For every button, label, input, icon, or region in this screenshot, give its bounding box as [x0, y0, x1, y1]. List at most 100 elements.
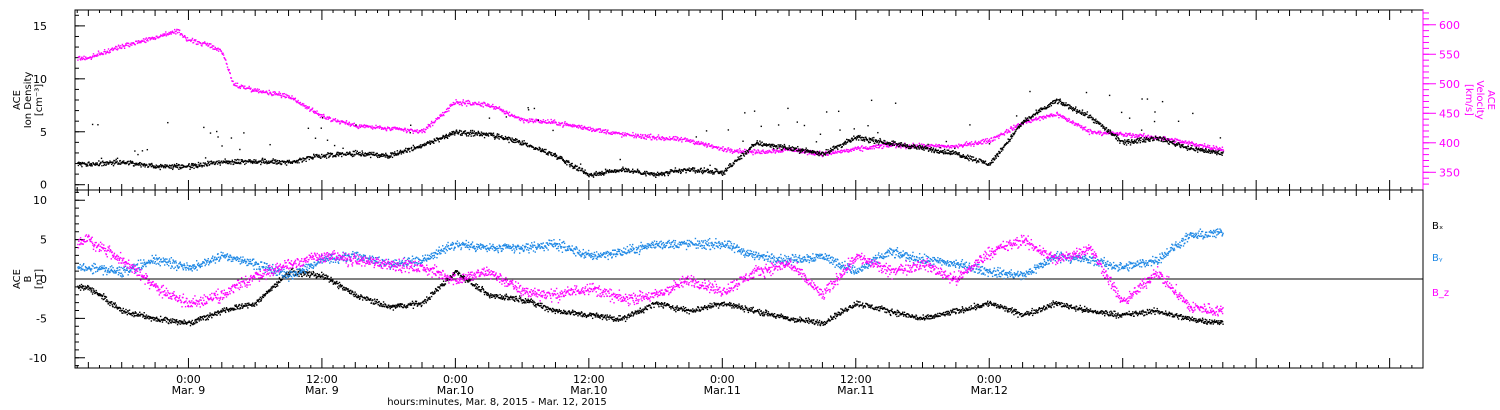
data-point-density	[779, 145, 782, 148]
data-point-velocity	[935, 143, 937, 146]
data-point-density	[781, 146, 783, 148]
data-point-density	[179, 167, 182, 170]
data-point-velocity	[774, 152, 776, 154]
data-point-velocity	[1052, 115, 1054, 118]
data-point-density	[168, 166, 170, 169]
data-point-velocity	[151, 38, 153, 40]
data-point-density	[1122, 140, 1124, 142]
data-point-density	[951, 153, 954, 155]
data-point-velocity	[722, 150, 725, 153]
data-point-velocity	[592, 127, 594, 130]
data-point-density	[264, 158, 266, 161]
data-point-velocity	[211, 46, 213, 49]
data-point-density	[412, 149, 414, 152]
data-point-velocity	[143, 41, 146, 43]
data-point-density	[720, 173, 723, 175]
data-point-velocity	[119, 47, 121, 49]
data-point-density	[765, 144, 767, 146]
data-point-velocity	[1088, 131, 1090, 133]
data-point-velocity	[484, 102, 486, 105]
data-point-velocity	[886, 146, 889, 148]
data-point-density	[1141, 98, 1143, 100]
data-point-density	[768, 144, 770, 146]
data-point-density	[672, 170, 674, 172]
data-point-density	[1055, 100, 1057, 102]
data-point-density	[77, 162, 79, 164]
data-point-density	[627, 170, 629, 172]
data-point-velocity	[361, 125, 364, 127]
data-point-density	[668, 171, 670, 173]
data-point-velocity	[818, 153, 820, 155]
data-point-density	[228, 162, 231, 164]
data-point-density	[742, 140, 744, 142]
data-point-velocity	[1053, 114, 1055, 116]
data-point-density	[319, 155, 321, 158]
data-point-velocity	[779, 147, 781, 150]
data-point-velocity	[1049, 115, 1051, 118]
data-point-density	[287, 162, 290, 164]
data-point-velocity	[985, 142, 987, 145]
data-point-density	[444, 136, 446, 138]
data-point-density	[894, 141, 896, 143]
data-point-velocity	[795, 150, 797, 152]
data-point-density	[563, 160, 565, 162]
data-point-velocity	[977, 143, 979, 145]
data-point-density	[757, 143, 759, 145]
data-point-velocity	[236, 85, 238, 87]
data-point-density	[807, 149, 809, 152]
data-point-velocity	[514, 116, 516, 119]
data-point-density	[1132, 141, 1134, 143]
data-point-density	[808, 150, 810, 152]
data-point-density	[1164, 138, 1166, 141]
data-point-velocity	[548, 121, 551, 123]
data-point-density	[843, 143, 846, 145]
data-point-velocity	[623, 133, 626, 136]
data-point-density	[714, 167, 716, 170]
data-point-velocity	[447, 107, 449, 110]
data-point-density	[510, 140, 513, 142]
data-point-velocity	[568, 124, 571, 127]
data-point-density	[1156, 139, 1158, 141]
data-point-velocity	[132, 42, 135, 44]
data-point-velocity	[356, 126, 359, 128]
data-point-density	[572, 167, 574, 170]
data-point-velocity	[1181, 141, 1183, 144]
data-point-density	[993, 157, 995, 159]
data-point-velocity	[383, 127, 386, 130]
data-point-density	[887, 142, 889, 144]
data-point-velocity	[513, 115, 515, 118]
data-point-density	[97, 164, 100, 167]
data-point-density	[369, 153, 371, 156]
data-point-velocity	[442, 113, 444, 116]
data-point-velocity	[130, 44, 132, 46]
data-point-velocity	[85, 56, 87, 58]
data-point-density	[127, 163, 130, 166]
data-point-velocity	[266, 91, 268, 94]
data-point-velocity	[468, 102, 470, 105]
data-point-velocity	[423, 130, 426, 133]
data-point-velocity	[856, 147, 859, 149]
data-point-density	[774, 145, 777, 147]
data-point-density	[775, 146, 777, 148]
data-point-velocity	[665, 138, 667, 141]
data-point-density	[824, 153, 826, 155]
data-point-density	[858, 135, 861, 138]
data-point-velocity	[716, 146, 718, 149]
data-point-density	[965, 155, 968, 158]
data-point-velocity	[1122, 133, 1124, 136]
data-point-velocity	[1197, 144, 1200, 147]
data-point-density	[838, 145, 840, 147]
data-point-density	[275, 163, 278, 165]
data-point-density	[215, 161, 217, 163]
data-point-density	[314, 137, 317, 139]
data-point-velocity	[320, 115, 323, 118]
data-point-velocity	[1025, 122, 1028, 124]
data-point-velocity	[1094, 131, 1096, 133]
data-point-velocity	[1134, 136, 1136, 138]
data-point-density	[1176, 142, 1178, 145]
data-point-density	[279, 161, 281, 163]
data-point-velocity	[778, 150, 780, 152]
data-point-velocity	[569, 123, 571, 126]
data-point-velocity	[253, 88, 255, 90]
data-point-velocity	[533, 120, 536, 122]
